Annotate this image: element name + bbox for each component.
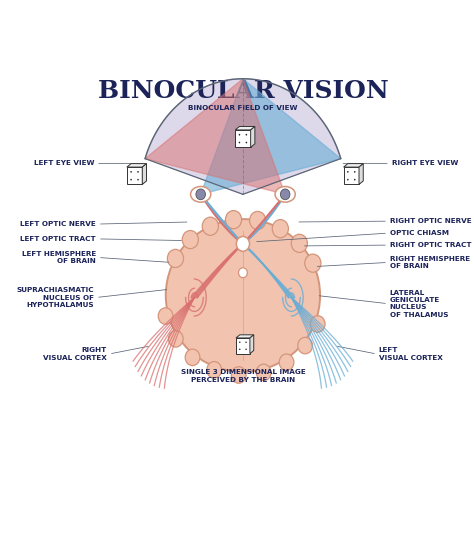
Text: LEFT EYE VIEW: LEFT EYE VIEW (34, 160, 94, 166)
Text: RIGHT OPTIC TRACT: RIGHT OPTIC TRACT (390, 242, 471, 248)
Circle shape (167, 249, 183, 267)
Polygon shape (236, 338, 250, 354)
Circle shape (130, 171, 132, 173)
Circle shape (246, 348, 247, 350)
Circle shape (130, 179, 132, 181)
Circle shape (239, 134, 240, 136)
Circle shape (237, 236, 249, 251)
Ellipse shape (166, 219, 320, 372)
Text: RIGHT EYE VIEW: RIGHT EYE VIEW (392, 160, 458, 166)
Circle shape (246, 142, 247, 143)
Circle shape (256, 364, 271, 381)
Circle shape (158, 308, 173, 324)
Circle shape (305, 254, 321, 272)
Polygon shape (344, 167, 359, 184)
Circle shape (226, 211, 242, 229)
Text: RIGHT
VISUAL CORTEX: RIGHT VISUAL CORTEX (43, 347, 107, 361)
Circle shape (231, 367, 246, 383)
Polygon shape (127, 167, 142, 184)
Circle shape (250, 211, 266, 229)
Text: LEFT HEMISPHERE
OF BRAIN: LEFT HEMISPHERE OF BRAIN (22, 251, 96, 264)
Polygon shape (235, 126, 255, 130)
Ellipse shape (191, 187, 211, 202)
Circle shape (239, 142, 240, 143)
Text: SINGLE 3 DIMENSIONAL IMAGE
PERCEIVED BY THE BRAIN: SINGLE 3 DIMENSIONAL IMAGE PERCEIVED BY … (181, 369, 305, 383)
Text: BINOCULAR VISION: BINOCULAR VISION (98, 79, 388, 103)
Text: RIGHT OPTIC NERVE: RIGHT OPTIC NERVE (390, 218, 472, 224)
Circle shape (279, 354, 294, 370)
Circle shape (238, 268, 247, 278)
Circle shape (246, 341, 247, 343)
Circle shape (347, 179, 348, 181)
Polygon shape (235, 130, 251, 147)
Circle shape (207, 362, 221, 378)
Circle shape (310, 316, 325, 332)
Circle shape (182, 230, 199, 249)
Polygon shape (236, 335, 254, 338)
Circle shape (354, 179, 356, 181)
Text: LEFT OPTIC NERVE: LEFT OPTIC NERVE (20, 221, 96, 227)
Polygon shape (344, 163, 363, 167)
Circle shape (347, 171, 348, 173)
Text: BINOCULAR FIELD OF VIEW: BINOCULAR FIELD OF VIEW (188, 105, 298, 110)
Circle shape (137, 171, 139, 173)
Circle shape (137, 179, 139, 181)
Ellipse shape (275, 187, 295, 202)
Text: SUPRACHIASMATIC
NUCLEUS OF
HYPOTHALAMUS: SUPRACHIASMATIC NUCLEUS OF HYPOTHALAMUS (17, 287, 94, 308)
Circle shape (272, 220, 288, 238)
Circle shape (168, 331, 183, 347)
Polygon shape (142, 163, 146, 184)
Circle shape (185, 349, 200, 366)
Circle shape (239, 341, 240, 343)
Polygon shape (250, 335, 254, 354)
Polygon shape (201, 79, 341, 195)
Text: LEFT
VISUAL CORTEX: LEFT VISUAL CORTEX (379, 347, 443, 361)
Circle shape (281, 189, 290, 200)
Circle shape (246, 134, 247, 136)
Circle shape (354, 171, 356, 173)
Circle shape (291, 234, 308, 252)
Text: LATERAL
GENICULATE
NUCLEUS
OF THALAMUS: LATERAL GENICULATE NUCLEUS OF THALAMUS (390, 290, 448, 317)
Circle shape (298, 337, 312, 354)
Polygon shape (359, 163, 363, 184)
Circle shape (196, 189, 205, 200)
Polygon shape (145, 79, 285, 195)
Text: RIGHT HEMISPHERE
OF BRAIN: RIGHT HEMISPHERE OF BRAIN (390, 256, 470, 269)
Wedge shape (145, 79, 341, 195)
Circle shape (239, 348, 240, 350)
Circle shape (202, 217, 219, 235)
Text: LEFT OPTIC TRACT: LEFT OPTIC TRACT (20, 236, 96, 242)
Text: OPTIC CHIASM: OPTIC CHIASM (390, 230, 449, 236)
Polygon shape (251, 126, 255, 147)
Polygon shape (127, 163, 146, 167)
